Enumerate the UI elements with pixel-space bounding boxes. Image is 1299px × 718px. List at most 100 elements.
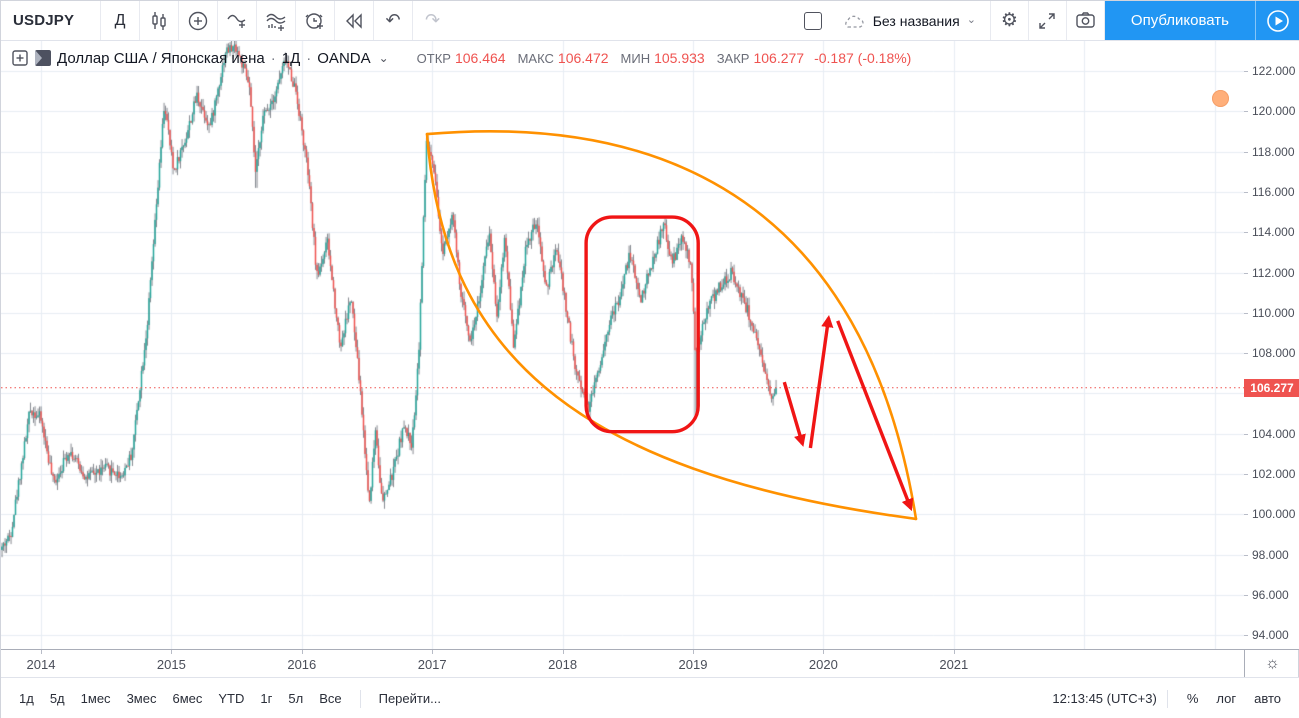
chart-pane[interactable]: Доллар США / Японская иена · 1Д · OANDA … (1, 41, 1244, 649)
range-button-1г[interactable]: 1г (260, 691, 273, 706)
log-scale-button[interactable]: лог (1207, 687, 1245, 710)
percent-label: % (1186, 691, 1199, 706)
publish-label: Опубликовать (1130, 12, 1229, 29)
snapshot-button[interactable] (1067, 1, 1105, 40)
goto-date-button[interactable]: Перейти... (371, 687, 449, 710)
time-axis-label: 2021 (939, 657, 969, 672)
price-axis-label: 108.000 (1252, 346, 1296, 361)
price-axis-label: 120.000 (1252, 104, 1296, 119)
publish-menu-button[interactable] (1255, 1, 1299, 40)
indicators-button[interactable] (218, 1, 257, 40)
fullscreen-icon (1039, 12, 1056, 29)
legend-provider[interactable]: OANDA (317, 49, 371, 67)
price-axis-label: 102.000 (1252, 467, 1296, 481)
single-layout-icon (803, 11, 822, 30)
goto-label: Перейти... (378, 691, 441, 706)
range-button-1мес[interactable]: 1мес (80, 691, 111, 706)
publish-split-button: Опубликовать (1104, 1, 1299, 40)
range-button-6мес[interactable]: 6мес (172, 691, 203, 706)
price-axis-tick (1244, 594, 1248, 596)
time-axis-label: 2019 (678, 657, 708, 672)
price-axis-label: 94.000 (1252, 628, 1289, 643)
symbol-label: USDJPY (13, 12, 75, 29)
indicator-templates-button[interactable] (257, 1, 296, 40)
log-label: лог (1216, 691, 1237, 706)
range-button-1д[interactable]: 1д (19, 691, 34, 706)
legend-interval[interactable]: 1Д (281, 49, 301, 67)
price-axis-tick (1244, 433, 1248, 435)
layout-select-button[interactable] (790, 1, 836, 40)
candlestick-icon (152, 11, 166, 30)
chart-style-button[interactable] (140, 1, 179, 40)
low-value: 105.933 (654, 50, 705, 66)
interval-button[interactable]: Д (101, 1, 140, 40)
price-axis-label: 116.000 (1252, 184, 1295, 199)
time-axis-label: 2014 (26, 657, 56, 672)
clock-button[interactable]: 12:13:45 (UTC+3) (1052, 691, 1156, 706)
ohlc-values: ОТКР 106.464 МАКС 106.472 МИН 105.933 ЗА… (409, 50, 912, 66)
price-axis-label: 112.000 (1252, 265, 1295, 280)
auto-scale-button[interactable]: авто (1245, 687, 1290, 710)
axis-settings-button[interactable]: ☼ (1244, 649, 1299, 677)
undo-button[interactable]: ↶ (374, 1, 413, 40)
divider (359, 689, 361, 708)
open-label: ОТКР (416, 50, 451, 66)
price-axis-label: 114.000 (1252, 225, 1295, 240)
range-button-5д[interactable]: 5д (49, 691, 65, 706)
price-axis-tick (1244, 635, 1248, 637)
price-axis-tick (1244, 272, 1248, 274)
publish-button[interactable]: Опубликовать (1105, 1, 1255, 40)
chart-area: Доллар США / Японская иена · 1Д · OANDA … (1, 41, 1299, 649)
price-axis-tick (1244, 554, 1248, 556)
time-axis-tick (41, 650, 42, 654)
percent-scale-button[interactable]: % (1178, 687, 1208, 710)
range-button-5л[interactable]: 5л (288, 691, 304, 706)
price-axis-label: 100.000 (1252, 507, 1296, 522)
redo-button[interactable]: ↷ (424, 10, 441, 30)
sun-icon: ☼ (1265, 654, 1280, 672)
separator-dot: · (270, 49, 276, 67)
time-axis-tick (953, 650, 955, 654)
compare-button[interactable] (179, 1, 218, 40)
layout-name: Без названия (872, 12, 960, 29)
range-button-3мес[interactable]: 3мес (126, 691, 157, 706)
time-axis-label: 2020 (808, 657, 838, 672)
top-toolbar: USDJPY Д (1, 1, 1299, 41)
open-value: 106.464 (454, 50, 506, 66)
interval-label: Д (114, 11, 126, 29)
replay-button[interactable] (335, 1, 374, 40)
price-axis-tick (1244, 232, 1248, 234)
notification-dot[interactable] (1212, 90, 1229, 107)
price-axis-tick (1244, 474, 1248, 475)
time-axis-label: 2018 (548, 657, 578, 672)
camera-icon (1076, 12, 1095, 28)
time-axis-label: 2016 (287, 657, 317, 672)
range-button-Все[interactable]: Все (319, 691, 342, 706)
legend-row: Доллар США / Японская иена · 1Д · OANDA … (11, 49, 911, 67)
time-axis-tick (823, 650, 825, 654)
range-button-YTD[interactable]: YTD (218, 691, 245, 706)
settings-button[interactable]: ⚙ (991, 1, 1029, 40)
candlestick-canvas (1, 41, 1244, 649)
legend-chevron-icon[interactable]: ⌄ (378, 51, 389, 65)
time-axis-tick (562, 650, 564, 654)
high-label: МАКС (517, 50, 554, 66)
symbol-title[interactable]: Доллар США / Японская иена (57, 49, 265, 67)
toolbar-spacer (452, 1, 790, 40)
range-buttons: 1д 5д 1мес 3мес 6мес YTD 1г 5л Все (11, 687, 350, 710)
low-label: МИН (620, 50, 651, 66)
price-axis-label: 110.000 (1252, 305, 1295, 320)
symbol-search-button[interactable]: USDJPY (1, 1, 101, 40)
templates-icon (266, 13, 286, 31)
alert-button[interactable] (296, 1, 335, 40)
price-axis-tick (1244, 151, 1248, 153)
time-axis[interactable]: 2014 2015 2016 2017 2018 2019 2020 2021 (1, 649, 1244, 677)
last-price-label: 106.277 (1250, 380, 1294, 395)
price-axis[interactable]: 106.277 122.000 120.000 118.000 116.000 114.… (1244, 41, 1299, 649)
fullscreen-button[interactable] (1029, 1, 1067, 40)
alarm-clock-plus-icon (305, 12, 323, 29)
change-value: -0.187 (-0.18%) (814, 50, 912, 66)
add-symbol-icon[interactable] (11, 49, 29, 67)
layout-name-menu[interactable]: Без названия ⌄ (836, 1, 991, 40)
